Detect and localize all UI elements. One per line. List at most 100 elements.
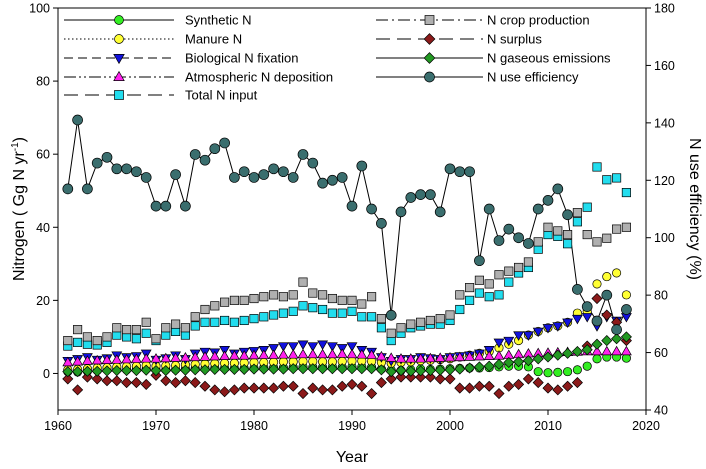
data-point-n-use-efficiency [601,289,613,301]
data-point-n-gaseous-emissions [336,363,348,375]
data-point-n-crop-production [425,315,435,326]
data-point-total-n-input [229,317,239,327]
data-point-n-surplus [307,382,319,394]
data-point-n-crop-production [131,325,141,335]
x-tick-label: 2020 [632,419,660,433]
data-point-n-surplus [326,384,338,396]
y2-tick-label: 100 [654,231,675,245]
data-point-n-crop-production [484,279,494,289]
legend: Synthetic N Manure N Biological N fixation… [64,13,611,103]
legend-marker [113,70,125,81]
data-point-n-surplus [366,388,378,400]
legend-item-n-surplus: N surplus [376,32,542,47]
data-point-manure-n [592,279,602,289]
data-point-n-use-efficiency [248,172,260,183]
data-point-n-surplus [483,380,495,392]
data-point-n-use-efficiency [454,166,466,178]
legend-item-n-gaseous-emissions: N gaseous emissions [376,51,611,66]
data-point-n-use-efficiency [542,195,554,206]
data-point-n-crop-production [347,295,357,305]
series-markers [62,114,632,400]
data-point-n-crop-production [523,257,533,267]
data-point-n-use-efficiency [131,166,142,178]
data-point-n-crop-production [514,262,524,273]
data-point-n-crop-production [298,277,308,287]
x-tick-label: 1970 [142,419,170,433]
series-n-surplus [62,293,632,400]
data-point-atmospheric-n-deposition [346,348,358,359]
data-point-n-crop-production [259,292,269,302]
data-point-n-surplus [454,382,466,394]
data-point-n-gaseous-emissions [424,364,436,377]
data-point-n-crop-production [553,226,563,236]
data-point-atmospheric-n-deposition [121,353,133,364]
data-point-n-gaseous-emissions [72,366,84,378]
data-point-n-use-efficiency [268,163,279,175]
data-point-total-n-input [484,292,494,302]
data-point-n-surplus [346,378,358,390]
y2-axis-title: N use efficiency (%) [686,138,703,280]
data-point-n-use-efficiency [258,169,270,180]
data-point-n-crop-production [376,314,386,324]
legend-label: N surplus [487,32,542,47]
series-n-gaseous-emissions [62,331,632,378]
data-point-n-crop-production [465,283,475,293]
legend-item-n-crop-production: N crop production [376,13,590,28]
legend-label: Manure N [185,32,242,47]
data-point-n-surplus [405,371,417,383]
data-point-n-use-efficiency [160,200,172,212]
data-point-atmospheric-n-deposition [238,350,250,360]
legend-label: N gaseous emissions [487,51,611,66]
data-point-n-crop-production [337,295,347,305]
data-point-n-use-efficiency [209,143,221,155]
data-point-atmospheric-n-deposition [601,345,613,356]
legend-item-manure-n: Manure N [64,32,242,47]
data-point-n-gaseous-emissions [522,355,534,367]
data-point-n-use-efficiency [297,149,309,160]
data-point-n-use-efficiency [611,324,622,335]
data-point-atmospheric-n-deposition [317,348,329,359]
y2-tick-label: 180 [654,2,675,16]
data-point-n-gaseous-emissions [219,363,231,375]
data-point-total-n-input [582,202,592,212]
data-point-n-use-efficiency [591,315,603,327]
data-point-n-surplus [170,377,182,389]
data-point-biological-n-fixation [326,342,338,352]
data-point-atmospheric-n-deposition [101,354,113,365]
data-point-n-gaseous-emissions [542,351,554,363]
data-point-total-n-input [337,308,347,318]
data-point-total-n-input [592,162,602,172]
data-point-biological-n-fixation [522,331,534,341]
data-point-n-surplus [562,380,574,392]
x-tick-label: 1960 [44,419,72,433]
data-point-n-gaseous-emissions [297,363,309,375]
data-point-n-gaseous-emissions [160,364,172,377]
data-point-n-gaseous-emissions [287,363,299,375]
data-point-n-gaseous-emissions [571,345,583,358]
legend-item-synthetic-n: Synthetic N [64,13,251,28]
data-point-atmospheric-n-deposition [375,350,387,361]
data-point-n-surplus [121,377,133,389]
data-point-n-surplus [238,382,250,394]
data-point-n-use-efficiency [483,203,495,215]
data-point-atmospheric-n-deposition [268,349,280,359]
y-axis-title-sup: -1 [10,142,21,151]
data-point-atmospheric-n-deposition [297,348,309,359]
y2-tick-label: 120 [654,174,675,188]
data-point-total-n-input [367,312,377,322]
data-point-n-gaseous-emissions [317,363,329,375]
data-point-total-n-input [347,306,357,316]
y-tick-label: 40 [36,221,50,235]
data-point-n-use-efficiency [523,238,534,249]
data-point-total-n-input [210,317,220,327]
x-axis-title: Year [336,449,369,466]
data-point-n-gaseous-emissions [601,335,613,347]
data-point-total-n-input [298,301,308,311]
data-point-biological-n-fixation [346,342,358,352]
data-point-atmospheric-n-deposition [287,349,299,359]
data-point-biological-n-fixation [287,342,299,352]
data-point-total-n-input [572,217,582,227]
data-point-n-surplus [199,380,211,392]
data-point-atmospheric-n-deposition [189,351,201,362]
data-point-n-surplus [111,375,123,387]
